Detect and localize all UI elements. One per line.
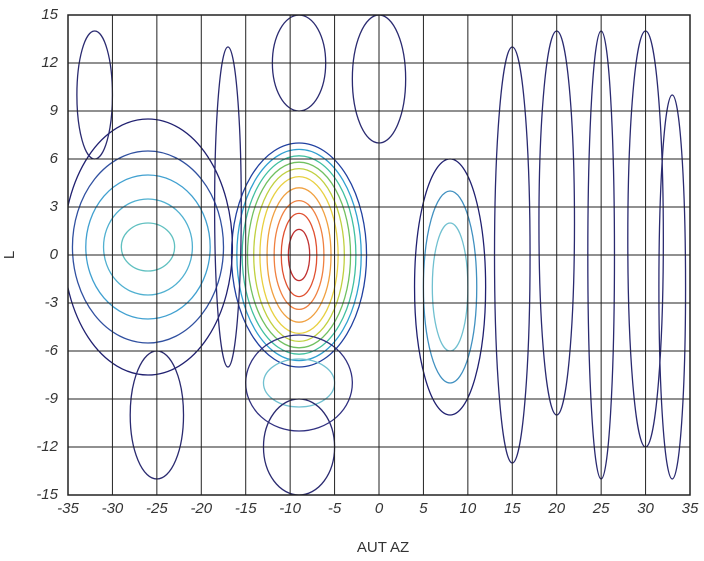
x-tick-label: 10 (460, 500, 477, 517)
x-tick-label: 20 (547, 500, 565, 517)
contour-line (85, 174, 211, 320)
contour-line (413, 158, 487, 416)
contour-line (76, 30, 114, 160)
axes: -35 -30 -25 -20 -15 -10 -5 0 5 10 15 20 25 30 35-15-12… (36, 6, 699, 517)
y-axis-label: L (1, 251, 18, 259)
x-tick-label: -20 (190, 500, 212, 517)
y-tick-label: -15 (36, 486, 58, 503)
y-tick-label: -12 (36, 438, 58, 455)
contour-line (71, 150, 225, 344)
contour-line (245, 334, 353, 432)
contour-line (102, 198, 194, 296)
x-tick-label: 35 (682, 500, 699, 517)
contour-line (120, 222, 176, 272)
y-tick-label: 0 (50, 246, 59, 263)
x-tick-label: 0 (375, 500, 384, 517)
y-tick-label: -9 (45, 390, 59, 407)
y-tick-label: 3 (50, 198, 59, 215)
y-tick-label: 6 (50, 150, 59, 167)
y-tick-label: 12 (41, 54, 58, 71)
y-tick-label: -3 (45, 294, 59, 311)
x-tick-label: -35 (57, 500, 79, 517)
x-tick-label: 30 (637, 500, 654, 517)
y-tick-label: 9 (50, 102, 59, 119)
x-tick-label: 15 (504, 500, 521, 517)
y-tick-label: 15 (41, 6, 58, 23)
plot-frame (67, 14, 691, 496)
x-tick-label: -30 (102, 500, 124, 517)
y-tick-label: -6 (45, 342, 59, 359)
contour-line (262, 358, 336, 408)
x-tick-label: -5 (328, 500, 342, 517)
x-tick-label: -15 (235, 500, 257, 517)
contour-line (658, 94, 687, 480)
x-tick-label: 25 (592, 500, 610, 517)
x-tick-label: -10 (279, 500, 301, 517)
contour-line (422, 190, 478, 384)
contour-line (68, 118, 234, 376)
contour-line (431, 222, 469, 352)
x-axis-label: AUT AZ (357, 539, 409, 556)
x-tick-label: 5 (419, 500, 428, 517)
x-tick-label: -25 (146, 500, 168, 517)
